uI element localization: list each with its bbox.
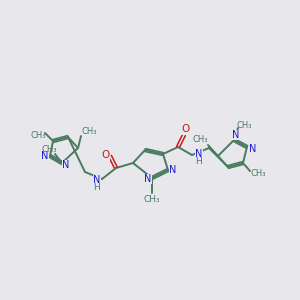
Text: CH₃: CH₃ [250,169,266,178]
Text: O: O [101,150,109,160]
Text: N: N [232,130,240,140]
Text: CH₃: CH₃ [236,121,252,130]
Text: CH₃: CH₃ [144,196,160,205]
Text: N: N [41,151,49,161]
Text: H: H [196,158,202,166]
Text: N: N [195,149,203,159]
Text: CH₃: CH₃ [81,127,97,136]
Text: CH₃: CH₃ [30,130,46,140]
Text: CH₃: CH₃ [192,134,208,143]
Text: O: O [181,124,189,134]
Text: N: N [144,174,152,184]
Text: CH₃: CH₃ [41,145,57,154]
Text: H: H [94,182,100,191]
Text: N: N [249,144,257,154]
Text: N: N [169,165,177,175]
Text: N: N [93,175,101,185]
Text: N: N [62,160,70,170]
